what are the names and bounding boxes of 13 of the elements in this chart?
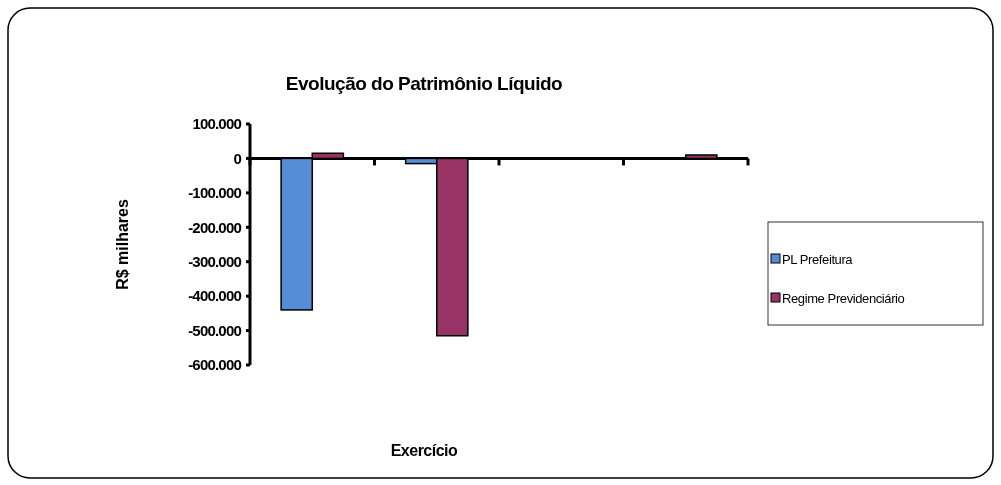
y-tick-label: -100.000 [188, 184, 242, 202]
y-tick-label: -300.000 [188, 252, 242, 270]
y-tick-label: -400.000 [188, 287, 242, 305]
x-axis-title: Exercício [390, 442, 459, 459]
y-tick-label: -200.000 [188, 218, 242, 236]
chart-title: Evolução do Patrimônio Líquido [285, 73, 563, 94]
legend-label: PL Prefeitura [782, 251, 854, 267]
y-tick-label: -500.000 [188, 321, 242, 339]
y-tick-label: -600.000 [188, 356, 242, 374]
y-axis-title: R$ milhares [114, 199, 131, 290]
y-tick-label: 100.000 [192, 115, 242, 133]
legend-label: Regime Previdenciário [782, 290, 905, 306]
y-tick-label: 0 [233, 149, 242, 167]
